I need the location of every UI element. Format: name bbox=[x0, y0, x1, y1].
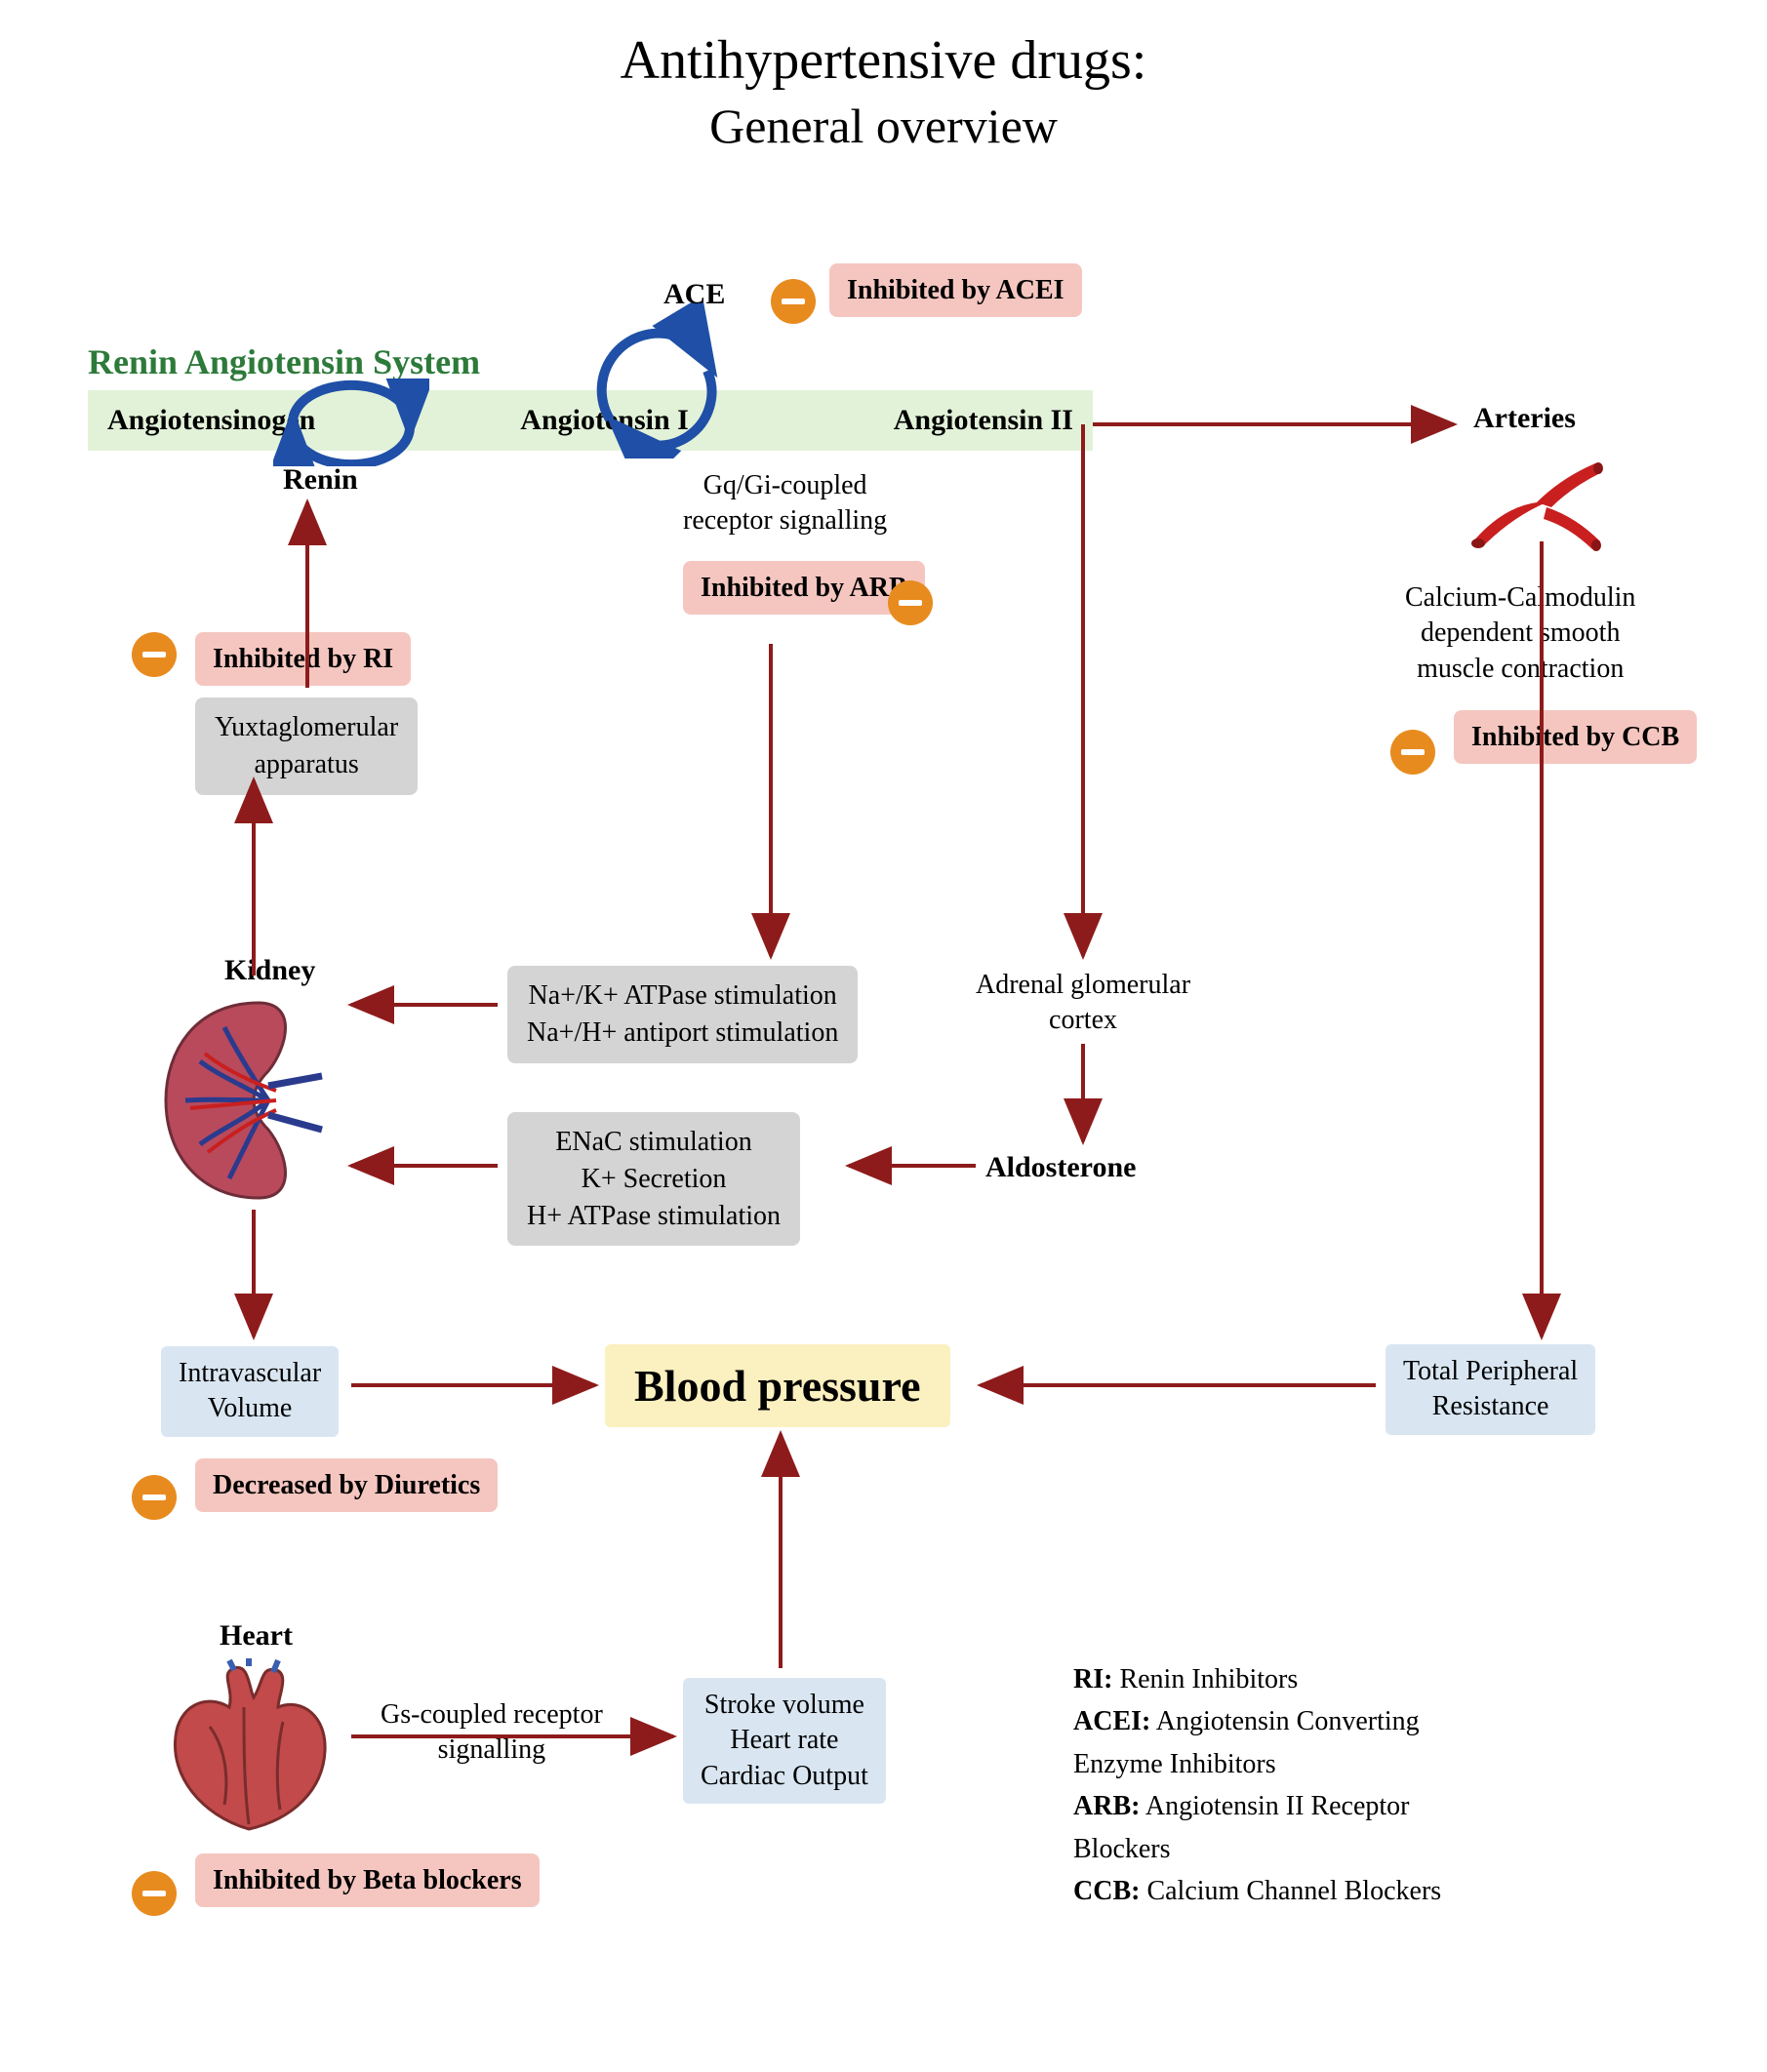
minus-icon bbox=[132, 632, 177, 677]
adrenal-label: Adrenal glomerular cortex bbox=[976, 968, 1190, 1039]
inhibit-beta: Inhibited by Beta blockers bbox=[195, 1853, 540, 1907]
legend-acei: ACEI: Angiotensin Converting Enzyme Inhi… bbox=[1073, 1700, 1678, 1785]
ace-label: ACE bbox=[663, 278, 725, 311]
diagram-canvas: Antihypertensive drugs: General overview… bbox=[0, 0, 1767, 2072]
renin-label: Renin bbox=[283, 463, 358, 497]
enac-box: ENaC stimulation K+ Secretion H+ ATPase … bbox=[507, 1112, 800, 1246]
receptor-signalling-label: Gq/Gi-coupled receptor signalling bbox=[683, 468, 887, 539]
blood-pressure-box: Blood pressure bbox=[605, 1344, 950, 1427]
cycle-arrow-renin bbox=[273, 379, 429, 466]
legend-arb: ARB: Angiotensin II Receptor Blockers bbox=[1073, 1785, 1678, 1870]
kidney-label: Kidney bbox=[224, 954, 315, 987]
arteries-label: Arteries bbox=[1473, 402, 1576, 435]
yuxtaglomerular-box: Yuxtaglomerular apparatus bbox=[195, 697, 418, 795]
title-main: Antihypertensive drugs: bbox=[0, 29, 1767, 92]
minus-icon bbox=[132, 1871, 177, 1916]
gs-coupled-label: Gs-coupled receptor signalling bbox=[381, 1697, 603, 1769]
kidney-icon bbox=[151, 993, 346, 1208]
minus-icon bbox=[888, 580, 933, 625]
legend-ri: RI: Renin Inhibitors bbox=[1073, 1658, 1678, 1700]
angiotensin2-label: Angiotensin II bbox=[894, 404, 1073, 437]
intravascular-box: Intravascular Volume bbox=[161, 1346, 339, 1437]
artery-icon bbox=[1464, 449, 1610, 566]
minus-icon bbox=[132, 1475, 177, 1520]
minus-icon bbox=[1390, 730, 1435, 775]
stroke-volume-box: Stroke volume Heart rate Cardiac Output bbox=[683, 1678, 886, 1804]
legend: RI: Renin Inhibitors ACEI: Angiotensin C… bbox=[1073, 1658, 1678, 1912]
inhibit-diuretics: Decreased by Diuretics bbox=[195, 1458, 498, 1512]
artery-mechanism-label: Calcium-Calmodulin dependent smooth musc… bbox=[1405, 580, 1635, 687]
inhibit-ccb: Inhibited by CCB bbox=[1454, 710, 1697, 764]
ras-heading: Renin Angiotensin System bbox=[88, 341, 480, 382]
inhibit-ri: Inhibited by RI bbox=[195, 632, 411, 686]
legend-ccb: CCB: Calcium Channel Blockers bbox=[1073, 1870, 1678, 1912]
aldosterone-label: Aldosterone bbox=[985, 1151, 1136, 1184]
inhibit-acei: Inhibited by ACEI bbox=[829, 263, 1082, 317]
heart-label: Heart bbox=[220, 1619, 293, 1653]
cycle-arrow-ace bbox=[581, 302, 737, 458]
title-sub: General overview bbox=[0, 98, 1767, 154]
tpr-box: Total Peripheral Resistance bbox=[1385, 1344, 1595, 1435]
minus-icon bbox=[771, 279, 816, 324]
na-k-box: Na+/K+ ATPase stimulation Na+/H+ antipor… bbox=[507, 966, 858, 1063]
heart-icon bbox=[151, 1658, 346, 1844]
